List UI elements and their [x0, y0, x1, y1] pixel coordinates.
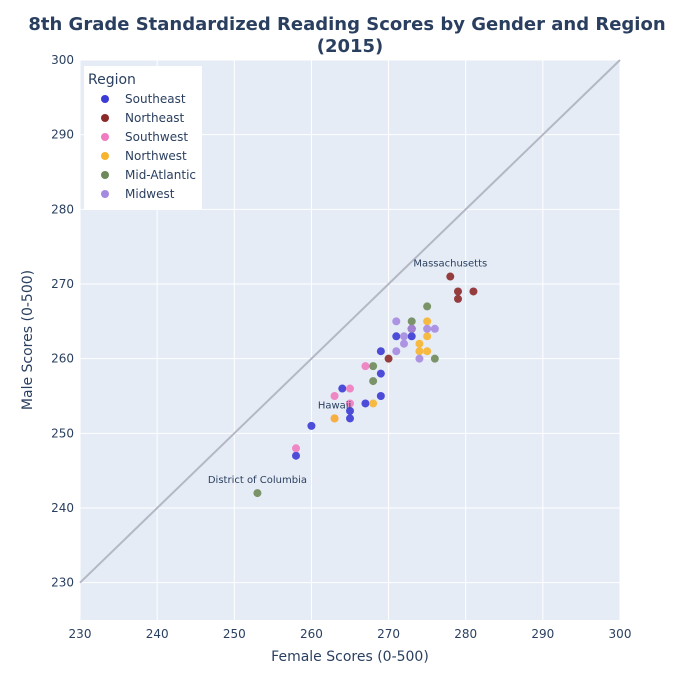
data-point-southeast — [346, 406, 354, 415]
legend-marker — [101, 133, 109, 141]
data-point-mid-atlantic — [430, 354, 439, 363]
chart-title-line-1: 8th Grade Standardized Reading Scores by… — [28, 14, 665, 35]
data-point-northeast — [454, 294, 462, 303]
reference-line — [79, 59, 621, 584]
x-tick-label: 250 — [223, 627, 246, 641]
annotation-label: Massachusetts — [413, 259, 487, 270]
data-points — [253, 272, 478, 498]
data-point-mid-atlantic — [423, 302, 432, 311]
y-tick-label: 290 — [51, 128, 74, 142]
data-point-northwest — [423, 347, 432, 356]
data-point-southwest — [346, 399, 354, 408]
annotations: Massachusetts Hawaii District of Columbia — [208, 259, 487, 487]
data-point-midwest — [407, 324, 416, 333]
data-point-southeast — [376, 369, 385, 378]
legend-label: Southeast — [125, 92, 186, 106]
data-point-northwest — [415, 339, 424, 348]
tick-labels: 230 240 250 260 270 280 290 300 230 240 250 260 270 2… — [51, 53, 631, 641]
legend-label: Midwest — [125, 187, 175, 201]
data-point-midwest — [423, 324, 432, 333]
data-point-midwest — [415, 354, 424, 363]
legend-items: Southeast Northeast Southwest Northwest Mid-… — [101, 92, 196, 201]
legend-label: Mid-Atlantic — [125, 168, 196, 182]
data-point-mid-atlantic — [369, 362, 378, 371]
data-point-southeast — [407, 332, 416, 341]
legend-title: Region — [88, 72, 136, 88]
x-tick-label: 230 — [69, 627, 92, 641]
legend: Region Southeast Northeast Southwest Northw… — [84, 66, 202, 210]
legend-marker — [101, 114, 109, 122]
legend-label: Northeast — [125, 111, 185, 125]
data-point-northwest — [369, 399, 378, 408]
legend-marker — [101, 190, 109, 198]
data-point-northwest — [423, 332, 432, 341]
legend-marker — [101, 152, 109, 160]
y-tick-label: 260 — [51, 352, 74, 366]
data-point-southwest — [330, 392, 339, 400]
y-tick-label: 270 — [51, 277, 74, 291]
data-point-northeast — [446, 272, 455, 281]
data-point-southeast — [292, 451, 300, 460]
x-tick-label: 300 — [609, 627, 632, 641]
x-tick-label: 270 — [377, 627, 400, 641]
data-point-northeast — [384, 354, 393, 363]
grid-lines — [79, 59, 621, 620]
legend-label: Southwest — [125, 130, 188, 144]
y-tick-label: 300 — [51, 53, 74, 67]
legend-marker — [101, 171, 109, 179]
data-point-southwest — [346, 384, 354, 393]
data-point-midwest — [400, 339, 408, 348]
data-point-mid-atlantic — [253, 489, 262, 498]
annotation-label: District of Columbia — [208, 475, 307, 486]
y-tick-label: 240 — [51, 501, 74, 515]
data-point-mid-atlantic — [369, 377, 378, 386]
data-point-northwest — [423, 317, 432, 326]
data-point-southeast — [392, 332, 401, 341]
y-tick-label: 230 — [51, 576, 74, 590]
data-point-midwest — [392, 317, 401, 326]
data-point-southeast — [346, 414, 354, 423]
y-axis-title: Male Scores (0-500) — [20, 270, 36, 410]
x-tick-label: 260 — [300, 627, 323, 641]
data-point-southeast — [361, 399, 370, 408]
data-point-southwest — [292, 444, 300, 453]
data-point-northwest — [415, 347, 424, 356]
y-tick-label: 280 — [51, 202, 74, 216]
legend-marker — [101, 95, 109, 103]
data-point-midwest — [430, 324, 439, 333]
y-tick-label: 250 — [51, 426, 74, 440]
data-point-northwest — [330, 414, 339, 423]
data-point-southwest — [361, 362, 370, 371]
x-tick-label: 280 — [454, 627, 477, 641]
data-point-southeast — [338, 384, 347, 393]
legend-label: Northwest — [125, 149, 187, 163]
chart-title-line-2: (2015) — [317, 36, 384, 57]
data-point-southeast — [376, 347, 385, 356]
data-point-mid-atlantic — [407, 317, 416, 326]
data-point-midwest — [400, 332, 408, 341]
x-tick-label: 290 — [531, 627, 554, 641]
data-point-southeast — [376, 392, 385, 400]
annotation-label: Hawaii — [318, 400, 352, 411]
data-point-southeast — [307, 421, 316, 430]
x-tick-label: 240 — [146, 627, 169, 641]
data-point-northeast — [469, 287, 478, 296]
data-point-northeast — [454, 287, 462, 296]
x-axis-title: Female Scores (0-500) — [271, 649, 429, 665]
data-point-midwest — [392, 347, 401, 356]
